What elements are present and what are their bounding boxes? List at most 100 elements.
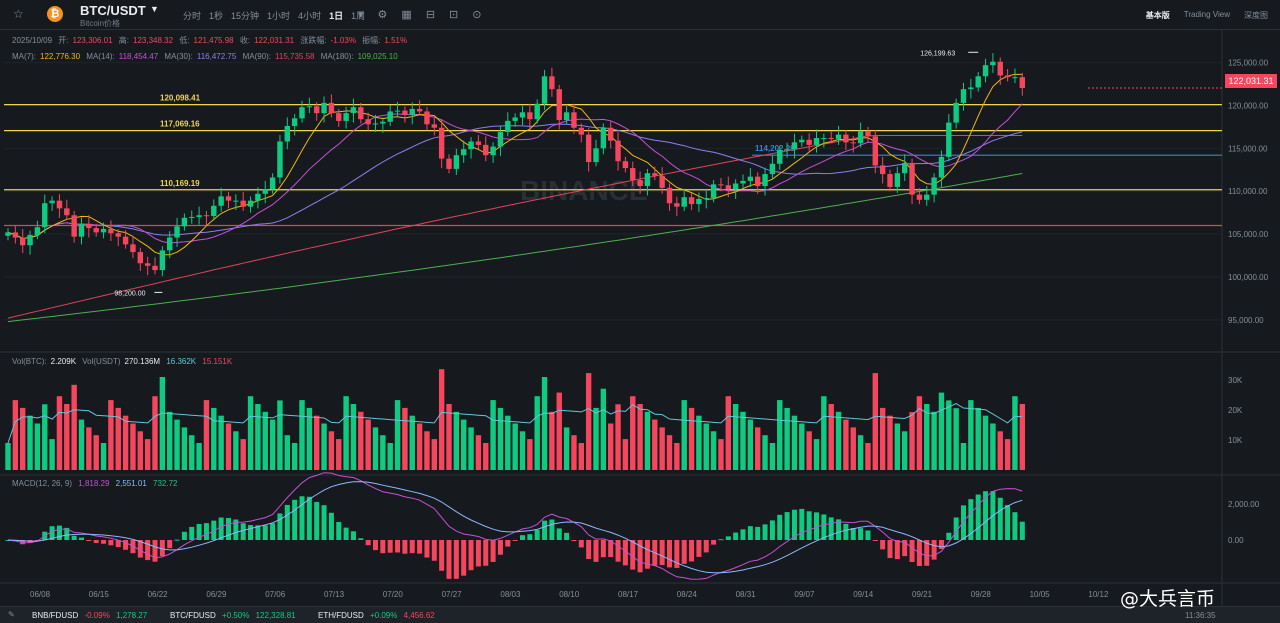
candle-body <box>894 173 901 187</box>
volume-bar <box>835 411 842 470</box>
candle-body <box>857 131 864 144</box>
ticker-btc[interactable]: BTC/FDUSD +0.50% 122,328.81 <box>170 611 300 620</box>
volume-bar <box>865 443 871 470</box>
interval-tab-active[interactable]: 1日 <box>329 11 344 21</box>
date-axis-label: 08/24 <box>677 590 698 599</box>
change-label: 涨跌幅: <box>300 36 327 45</box>
macd-histogram-bar <box>578 540 584 548</box>
vol-usdt: 270.136M <box>124 357 161 366</box>
volume-bar <box>563 427 570 470</box>
volume-bar <box>505 415 511 470</box>
candle-body <box>409 108 415 115</box>
candle-body <box>608 127 614 141</box>
volume-bar <box>879 407 886 470</box>
date-axis-label: 10/12 <box>1088 590 1109 599</box>
volume-bar <box>93 435 99 470</box>
price-axis-label: 100,000.00 <box>1228 273 1269 282</box>
macd-histogram-bar <box>549 519 555 540</box>
date-axis-label: 09/28 <box>971 590 992 599</box>
macd-histogram-bar <box>284 504 290 540</box>
macd-histogram-bar <box>71 535 77 540</box>
macd-histogram-bar <box>542 520 548 540</box>
interval-tab[interactable]: 分时 <box>183 11 202 21</box>
macd-histogram-bar <box>674 540 680 568</box>
volume-bar <box>512 423 518 470</box>
macd-histogram-bar <box>86 540 92 541</box>
macd-histogram-bar <box>953 517 959 540</box>
horizontal-line-label: 110,169.19 <box>160 179 200 188</box>
candlestick-chart[interactable]: BINANCE125,000.00120,000.00115,000.00110… <box>0 0 1280 606</box>
candle-body <box>990 61 996 66</box>
macd-histogram-bar <box>872 540 878 541</box>
date-axis-label: 10/05 <box>1030 590 1051 599</box>
volume-bar <box>924 404 930 470</box>
macd-histogram-bar <box>747 526 753 540</box>
macd-histogram-bar <box>270 523 276 540</box>
ticker-bnb[interactable]: BNB/FDUSD -0.09% 1,278.27 <box>32 611 151 620</box>
macd-histogram-bar <box>152 540 158 562</box>
settings-icon[interactable]: ⚙ <box>377 9 388 21</box>
interval-tab[interactable]: 15分钟 <box>231 11 260 21</box>
macd-histogram-bar <box>417 540 423 554</box>
volume-bar <box>387 443 393 470</box>
macd-histogram-bar <box>997 497 1003 540</box>
volume-bar <box>497 407 504 470</box>
volume-bar <box>710 431 717 470</box>
volume-bar <box>306 407 313 470</box>
interval-tab[interactable]: 1秒 <box>209 11 224 21</box>
macd-histogram-bar <box>505 540 511 547</box>
volume-bar <box>461 419 467 470</box>
interval-tab[interactable]: 1小时 <box>267 11 291 21</box>
interval-tab[interactable]: 4小时 <box>298 11 322 21</box>
candle-body <box>497 132 504 147</box>
compare-icon[interactable]: ⊟ <box>425 9 436 21</box>
candle-body <box>982 65 989 77</box>
pair-title[interactable]: BTC/USDT <box>80 3 146 18</box>
candle-body <box>100 228 107 233</box>
interval-tab[interactable]: 1周 <box>351 11 366 21</box>
screenshot-icon[interactable]: ⊡ <box>449 9 459 21</box>
macd-histogram-bar <box>497 540 503 555</box>
macd-histogram-bar <box>483 540 489 566</box>
volume-ma-line <box>7 403 1023 444</box>
macd-histogram-bar <box>777 514 783 540</box>
volume-bar <box>578 443 584 470</box>
ma180-line <box>7 173 1023 323</box>
volume-bar <box>56 396 63 470</box>
favorite-star-icon[interactable]: ☆ <box>13 7 24 21</box>
candle-body <box>902 162 908 174</box>
replay-icon[interactable]: ⊙ <box>472 9 482 21</box>
macd-histogram-bar <box>1005 505 1011 540</box>
macd-dea-line <box>7 481 1023 574</box>
edit-icon[interactable]: ✎ <box>8 610 15 619</box>
ticker-eth[interactable]: ETH/FDUSD +0.09% 4,456.62 <box>318 611 439 620</box>
macd-histogram-bar <box>314 501 320 540</box>
clock: 11:36:35 <box>1185 611 1216 620</box>
macd-histogram-bar <box>696 540 702 557</box>
volume-bar <box>1019 404 1025 470</box>
volume-bar <box>946 400 952 470</box>
more-dropdown-icon[interactable]: ▾ <box>358 9 364 21</box>
pair-dropdown-icon[interactable]: ▼ <box>150 4 159 14</box>
candle-body <box>64 208 70 216</box>
view-depth[interactable]: 深度图 <box>1244 11 1268 20</box>
candle-body <box>872 136 878 166</box>
volume-bar <box>284 435 290 470</box>
volume-bar <box>931 411 937 470</box>
volume-bar <box>688 407 695 470</box>
candle-body <box>659 175 665 188</box>
indicator-icon[interactable]: ▦ <box>401 9 412 21</box>
date-axis-label: 08/03 <box>500 590 521 599</box>
view-tradingview[interactable]: Trading View <box>1183 10 1230 19</box>
volume-bar <box>211 407 217 470</box>
ma-legend: MA(7): 122,776.30 MA(14): 118,454.47 MA(30… <box>12 52 402 61</box>
volume-bar <box>732 404 739 470</box>
macd-histogram-bar <box>858 528 864 540</box>
macd-histogram-bar <box>358 538 364 540</box>
high-label: 高: <box>118 36 130 45</box>
candle-body <box>86 223 92 229</box>
volume-bar <box>255 404 261 470</box>
macd-histogram-bar <box>56 525 62 540</box>
view-basic[interactable]: 基本版 <box>1145 11 1170 20</box>
candle-body <box>328 102 335 114</box>
